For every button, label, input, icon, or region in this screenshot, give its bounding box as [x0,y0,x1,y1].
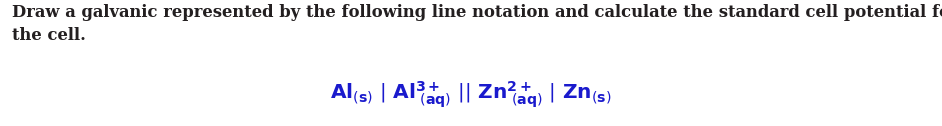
Text: $\mathbf{Al}_{(\mathbf{s})}\ |\ \mathbf{Al}^{\mathbf{3+}}_{\ (\mathbf{aq})}\ ||\: $\mathbf{Al}_{(\mathbf{s})}\ |\ \mathbf{… [331,79,611,110]
Text: Draw a galvanic represented by the following line notation and calculate the sta: Draw a galvanic represented by the follo… [12,4,942,44]
